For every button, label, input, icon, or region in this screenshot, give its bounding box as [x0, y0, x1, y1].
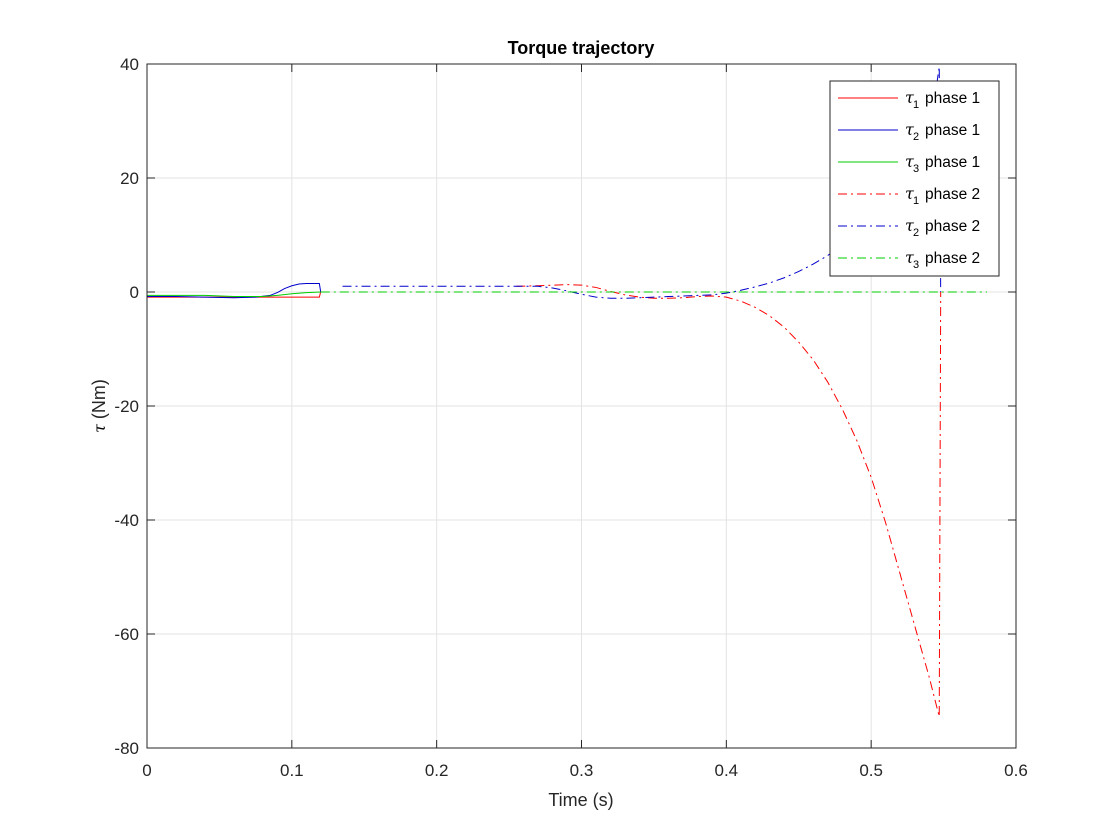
legend-subscript: 3 [913, 163, 919, 175]
legend-subscript: 1 [913, 195, 919, 207]
legend-symbol: τ [905, 248, 915, 267]
x-tick-label: 0.6 [1004, 761, 1028, 780]
x-tick-label: 0.4 [715, 761, 739, 780]
x-tick-label: 0.1 [280, 761, 304, 780]
legend-label: phase 2 [925, 250, 980, 267]
legend-symbol: τ [905, 216, 915, 235]
legend-label: phase 2 [925, 186, 980, 203]
legend-subscript: 3 [913, 259, 919, 271]
x-axis-label: Time (s) [548, 790, 613, 810]
y-tick-label: 40 [120, 55, 139, 74]
y-axis-label-symbol: τ [90, 423, 109, 433]
legend-label: phase 1 [925, 154, 980, 171]
series-line-tau3-phase-1 [147, 291, 321, 298]
y-tick-label: -20 [114, 397, 139, 416]
legend-subscript: 1 [913, 99, 919, 111]
y-axis-label-unit: (Nm) [89, 379, 109, 419]
series-line-tau2-phase-1 [147, 282, 322, 299]
legend-box [829, 80, 1000, 277]
y-tick-label: -40 [114, 511, 139, 530]
legend-symbol: τ [905, 88, 915, 107]
y-tick-label: -60 [114, 625, 139, 644]
plot-box [146, 63, 1017, 749]
legend-label: phase 1 [925, 90, 980, 107]
y-axis-ticks: -80 -60 -40 -20 0 20 40 [114, 55, 1016, 758]
series-line-tau1-phase-2 [516, 284, 942, 717]
chart-title: Torque trajectory [508, 38, 655, 58]
y-tick-label: -80 [114, 739, 139, 758]
legend-symbol: τ [905, 184, 915, 203]
legend: τ 1 phase 1τ 2 phase 1τ 3 phase 1τ 1 phase 2τ 2 ph… [829, 80, 1000, 277]
x-tick-label: 0.2 [425, 761, 449, 780]
x-tick-label: 0.3 [570, 761, 594, 780]
x-tick-label: 0 [142, 761, 151, 780]
x-tick-label: 0.5 [859, 761, 883, 780]
legend-subscript: 2 [913, 131, 919, 143]
legend-label: phase 1 [925, 122, 980, 139]
legend-symbol: τ [905, 120, 915, 139]
legend-symbol: τ [905, 152, 915, 171]
legend-label: phase 2 [925, 218, 980, 235]
y-tick-label: 20 [120, 169, 139, 188]
x-axis-ticks: 0 0.1 0.2 0.3 0.4 0.5 0.6 [142, 64, 1028, 780]
legend-subscript: 2 [913, 227, 919, 239]
y-axis-label: τ (Nm) [89, 379, 109, 433]
y-tick-label: 0 [130, 283, 139, 302]
